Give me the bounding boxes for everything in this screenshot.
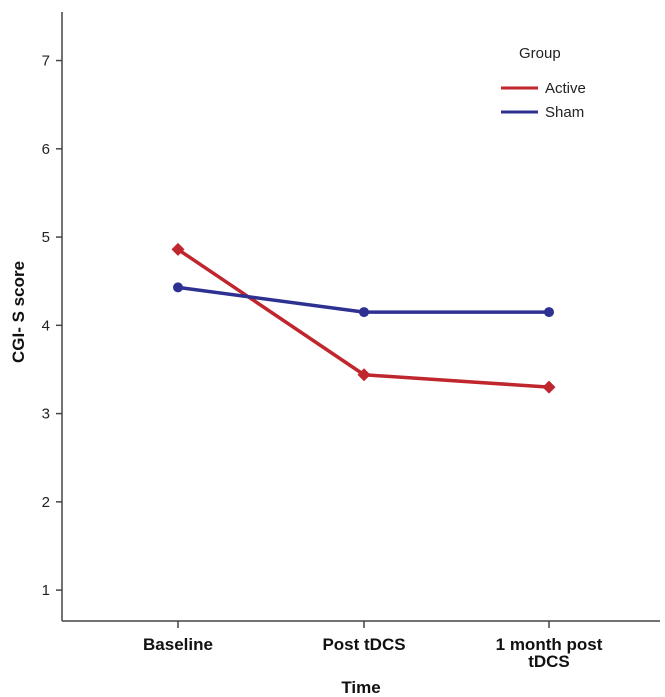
data-point-active	[171, 242, 185, 256]
data-point-active	[542, 380, 556, 394]
data-point-sham	[544, 307, 554, 318]
legend-label-sham: Sham	[545, 104, 584, 121]
y-tick-label: 7	[42, 53, 50, 70]
y-tick-label: 2	[42, 494, 50, 511]
y-tick-label: 4	[42, 317, 50, 334]
series-layer	[171, 242, 556, 394]
legend: Group Active Sham	[501, 45, 586, 121]
x-tick-label: 1 month post	[496, 635, 603, 654]
data-point-sham	[173, 282, 183, 293]
legend-title: Group	[519, 45, 561, 62]
x-axis-title: Time	[341, 678, 380, 697]
axes	[61, 12, 660, 622]
legend-items: Active Sham	[501, 80, 586, 121]
y-tick-label: 1	[42, 582, 50, 599]
legend-label-active: Active	[545, 80, 586, 97]
x-tick-label: Post tDCS	[322, 635, 405, 654]
y-ticks: 1 2 3 4 5 6 7	[42, 53, 62, 599]
y-tick-label: 5	[42, 229, 50, 246]
data-point-sham	[359, 307, 369, 318]
y-tick-label: 3	[42, 406, 50, 423]
y-tick-label: 6	[42, 141, 50, 158]
y-axis-title: CGI- S score	[9, 261, 28, 363]
data-point-active	[357, 368, 371, 382]
x-tick-label: Baseline	[143, 635, 213, 654]
series-line-active	[177, 247, 550, 389]
x-tick-label: tDCS	[528, 652, 570, 671]
